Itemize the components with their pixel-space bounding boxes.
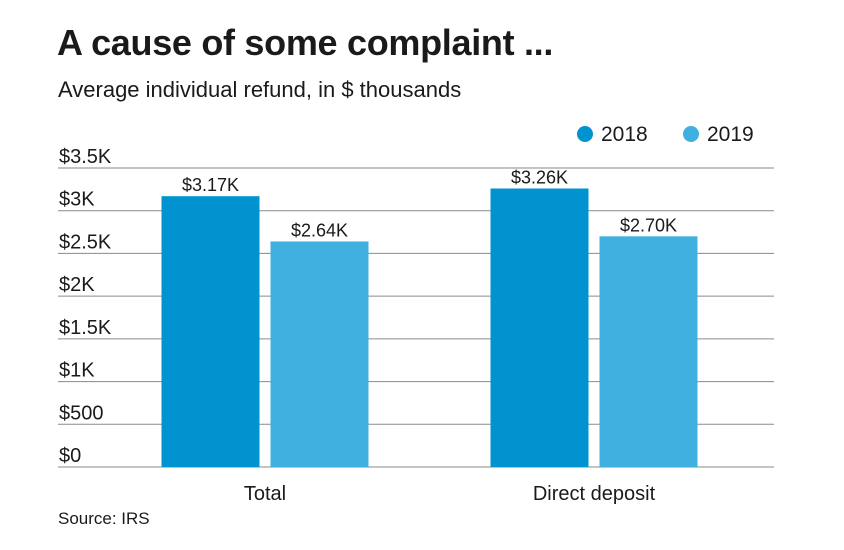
data-label: $3.17K bbox=[182, 175, 239, 195]
legend-label-2019: 2019 bbox=[707, 123, 754, 146]
data-label: $3.26K bbox=[511, 168, 568, 188]
y-tick-label: $1.5K bbox=[59, 317, 112, 339]
legend: 2018 2019 bbox=[577, 123, 754, 146]
y-tick-label: $2.5K bbox=[59, 231, 112, 253]
data-labels: $3.17K $2.64K $3.26K $2.70K bbox=[182, 168, 677, 241]
bar-2019 bbox=[270, 241, 369, 467]
data-label: $2.70K bbox=[620, 215, 677, 235]
source-note: Source: IRS bbox=[58, 509, 150, 528]
chart-subtitle: Average individual refund, in $ thousand… bbox=[58, 77, 462, 102]
bar-2019 bbox=[599, 236, 698, 467]
x-category-label: Total bbox=[244, 483, 286, 505]
data-label: $2.64K bbox=[291, 220, 348, 240]
y-tick-label: $0 bbox=[59, 445, 81, 467]
bars bbox=[161, 188, 698, 468]
y-tick-label: $2K bbox=[59, 274, 95, 296]
bar-2018 bbox=[161, 196, 260, 468]
y-tick-label: $500 bbox=[59, 402, 104, 424]
legend-label-2018: 2018 bbox=[601, 123, 648, 146]
y-tick-label: $3K bbox=[59, 189, 95, 211]
chart-title: A cause of some complaint ... bbox=[57, 22, 554, 63]
y-axis-ticks: $0 $500 $1K $1.5K $2K $2.5K $3K $3.5K bbox=[59, 146, 112, 467]
x-category-label: Direct deposit bbox=[533, 483, 656, 505]
y-tick-label: $3.5K bbox=[59, 146, 112, 168]
x-axis-categories: Total Direct deposit bbox=[244, 483, 656, 505]
bar-2018 bbox=[490, 188, 589, 467]
legend-swatch-2019 bbox=[683, 126, 699, 142]
y-tick-label: $1K bbox=[59, 360, 95, 382]
legend-swatch-2018 bbox=[577, 126, 593, 142]
